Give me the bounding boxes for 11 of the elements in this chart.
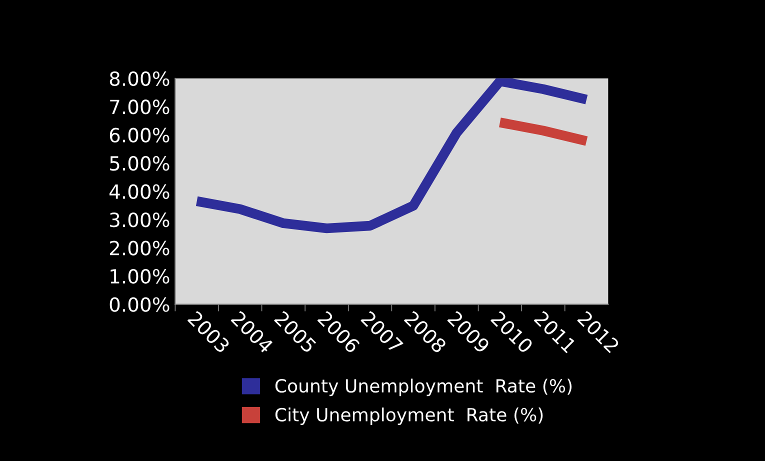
y-tick-label: 5.00% bbox=[110, 156, 170, 171]
y-tick-label: 3.00% bbox=[110, 212, 170, 228]
y-tick-label: 8.00% bbox=[110, 71, 170, 86]
y-tick-label: 4.00% bbox=[110, 184, 170, 199]
y-tick-label: 6.00% bbox=[110, 128, 170, 143]
y-tick-label: 2.00% bbox=[110, 240, 170, 256]
y-tick-label: 1.00% bbox=[110, 268, 170, 284]
y-tick-label: 0.00% bbox=[110, 297, 170, 312]
y-tick-label: 7.00% bbox=[110, 100, 170, 114]
legend-label: City Unemployment Rate (%) bbox=[275, 408, 543, 426]
legend-label: County Unemployment Rate (%) bbox=[275, 378, 572, 396]
